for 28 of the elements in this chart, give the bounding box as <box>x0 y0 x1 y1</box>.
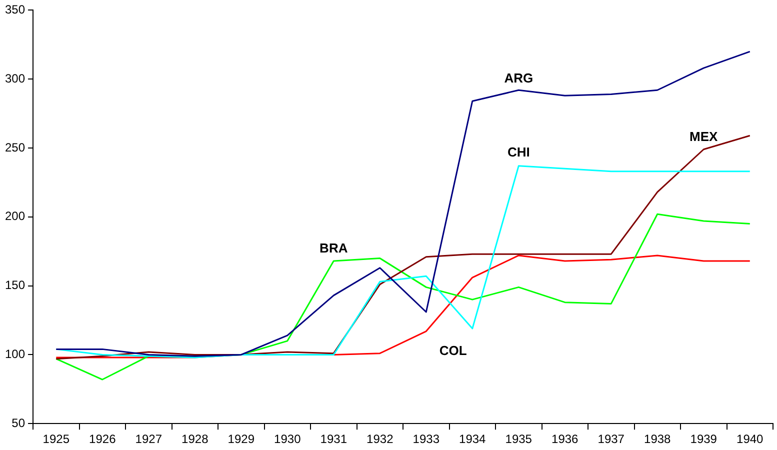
y-tick-label: 200 <box>4 209 26 224</box>
y-tick-label: 150 <box>4 278 26 292</box>
annotation: MEX <box>690 128 718 144</box>
x-tick-label: 1935 <box>505 432 532 446</box>
y-tick-label: 250 <box>4 140 26 154</box>
x-tick-label: 1931 <box>320 432 348 446</box>
x-tick-label: 1929 <box>228 432 255 446</box>
annotation: COL <box>439 342 467 358</box>
x-tick-label: 1934 <box>459 432 486 446</box>
x-tick-label: 1939 <box>690 432 718 446</box>
y-tick-label: 350 <box>4 2 26 17</box>
x-tick-label: 1932 <box>366 432 394 446</box>
x-tick-label: 1927 <box>135 432 162 446</box>
annotation: BRA <box>320 240 348 256</box>
x-tick-label: 1936 <box>552 432 579 446</box>
y-tick-label: 300 <box>4 71 26 86</box>
x-tick-label: 1933 <box>412 432 440 446</box>
x-tick-label: 1926 <box>89 432 116 446</box>
x-tick-label: 1938 <box>644 432 672 446</box>
annotation: ARG <box>504 70 534 86</box>
x-tick-label: 1925 <box>42 432 70 446</box>
x-tick-label: 1928 <box>182 432 209 446</box>
annotation: CHI <box>507 144 530 160</box>
x-tick-label: 1930 <box>274 432 302 446</box>
y-tick-label: 100 <box>4 347 26 362</box>
y-tick-label: 50 <box>12 416 26 430</box>
x-tick-label: 1940 <box>736 432 764 446</box>
x-tick-label: 1937 <box>598 432 625 446</box>
